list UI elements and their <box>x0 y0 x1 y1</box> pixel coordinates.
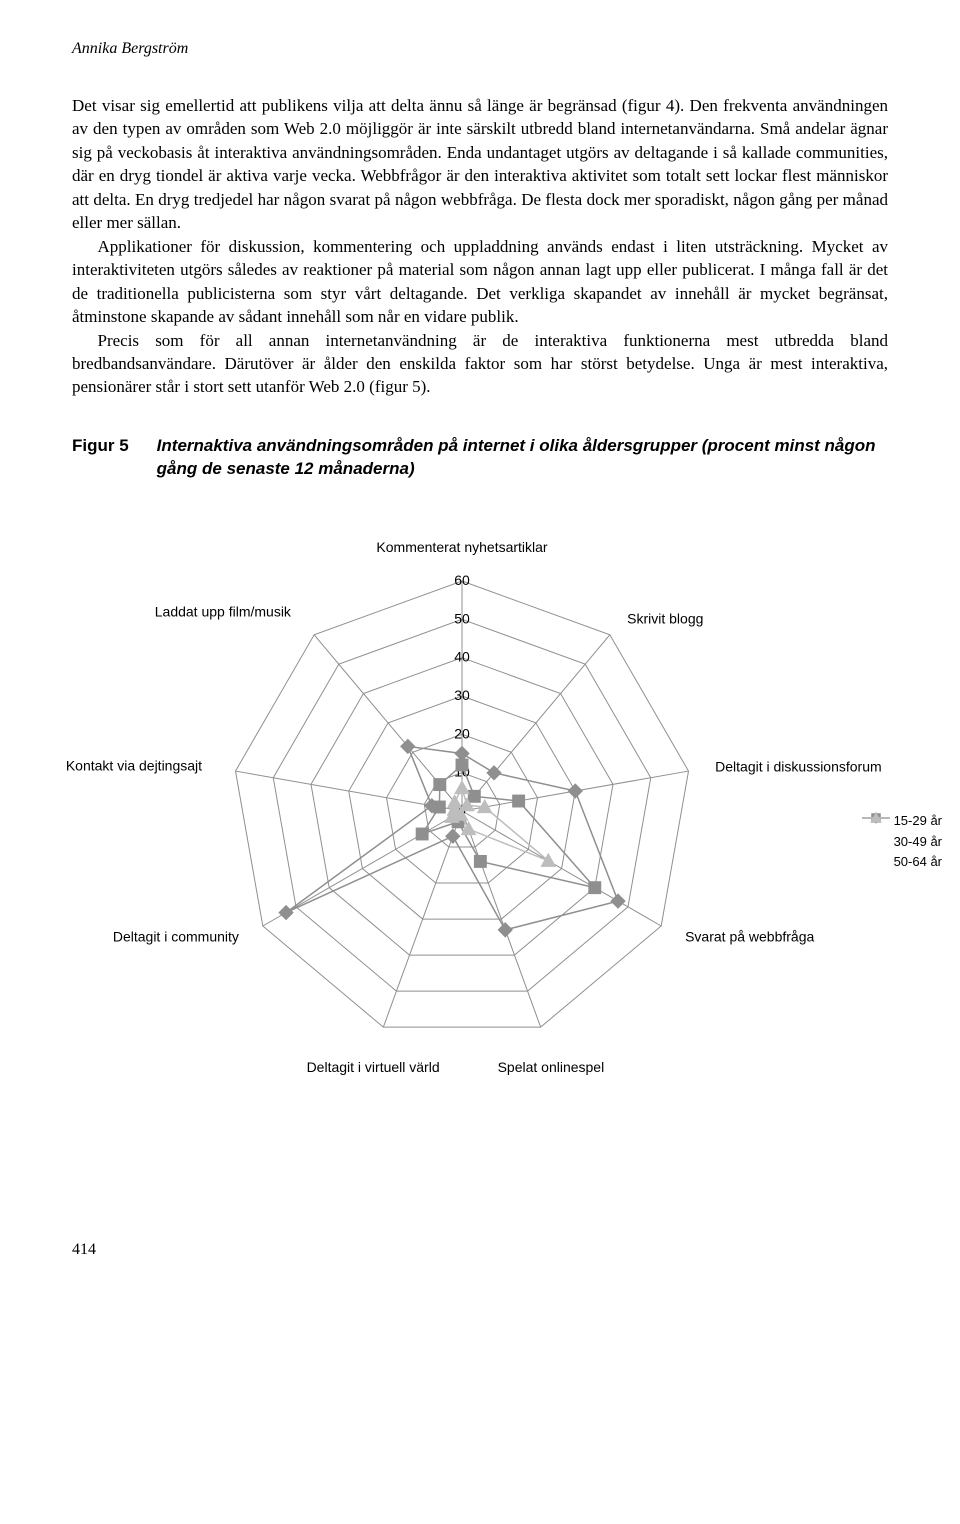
svg-text:50: 50 <box>454 610 470 626</box>
legend: 15-29 år30-49 år50-64 år <box>862 811 942 873</box>
body-paragraph-2: Applikationer för diskussion, kommenteri… <box>72 235 888 329</box>
page-number: 414 <box>72 1241 888 1259</box>
svg-text:60: 60 <box>454 572 470 588</box>
radar-axis-label: Skrivit blogg <box>627 610 703 627</box>
figure-title: Internaktiva användningsområden på inter… <box>157 435 888 481</box>
figure-label: Figur 5 <box>72 435 157 481</box>
svg-text:30: 30 <box>454 687 470 703</box>
author-header: Annika Bergström <box>72 40 888 58</box>
radar-axis-label: Deltagit i diskussionsforum <box>715 758 882 775</box>
body-paragraph-1: Det visar sig emellertid att publikens v… <box>72 94 888 235</box>
radar-axis-label: Kontakt via dejtingsajt <box>66 757 202 774</box>
body-paragraph-3: Precis som för all annan internetanvändn… <box>72 329 888 399</box>
svg-text:40: 40 <box>454 648 470 664</box>
svg-text:20: 20 <box>454 725 470 741</box>
figure-5: Figur 5 Internaktiva användningsområden … <box>72 435 888 1121</box>
legend-label: 50-64 år <box>894 852 942 873</box>
radar-axis-label: Deltagit i community <box>113 929 239 946</box>
radar-axis-label: Spelat onlinespel <box>498 1059 605 1076</box>
legend-item: 30-49 år <box>862 832 942 853</box>
radar-svg: 0102030405060 <box>72 501 892 1121</box>
figure-heading: Figur 5 Internaktiva användningsområden … <box>72 435 888 481</box>
legend-label: 15-29 år <box>894 811 942 832</box>
radar-axis-label: Kommenterat nyhetsartiklar <box>376 540 547 557</box>
legend-label: 30-49 år <box>894 832 942 853</box>
radar-chart: 0102030405060 Kommenterat nyhetsartiklar… <box>72 501 892 1121</box>
radar-axis-label: Svarat på webbfråga <box>685 929 814 946</box>
radar-axis-label: Laddat upp film/musik <box>155 603 291 620</box>
radar-axis-label: Deltagit i virtuell värld <box>307 1059 440 1076</box>
legend-item: 50-64 år <box>862 852 942 873</box>
